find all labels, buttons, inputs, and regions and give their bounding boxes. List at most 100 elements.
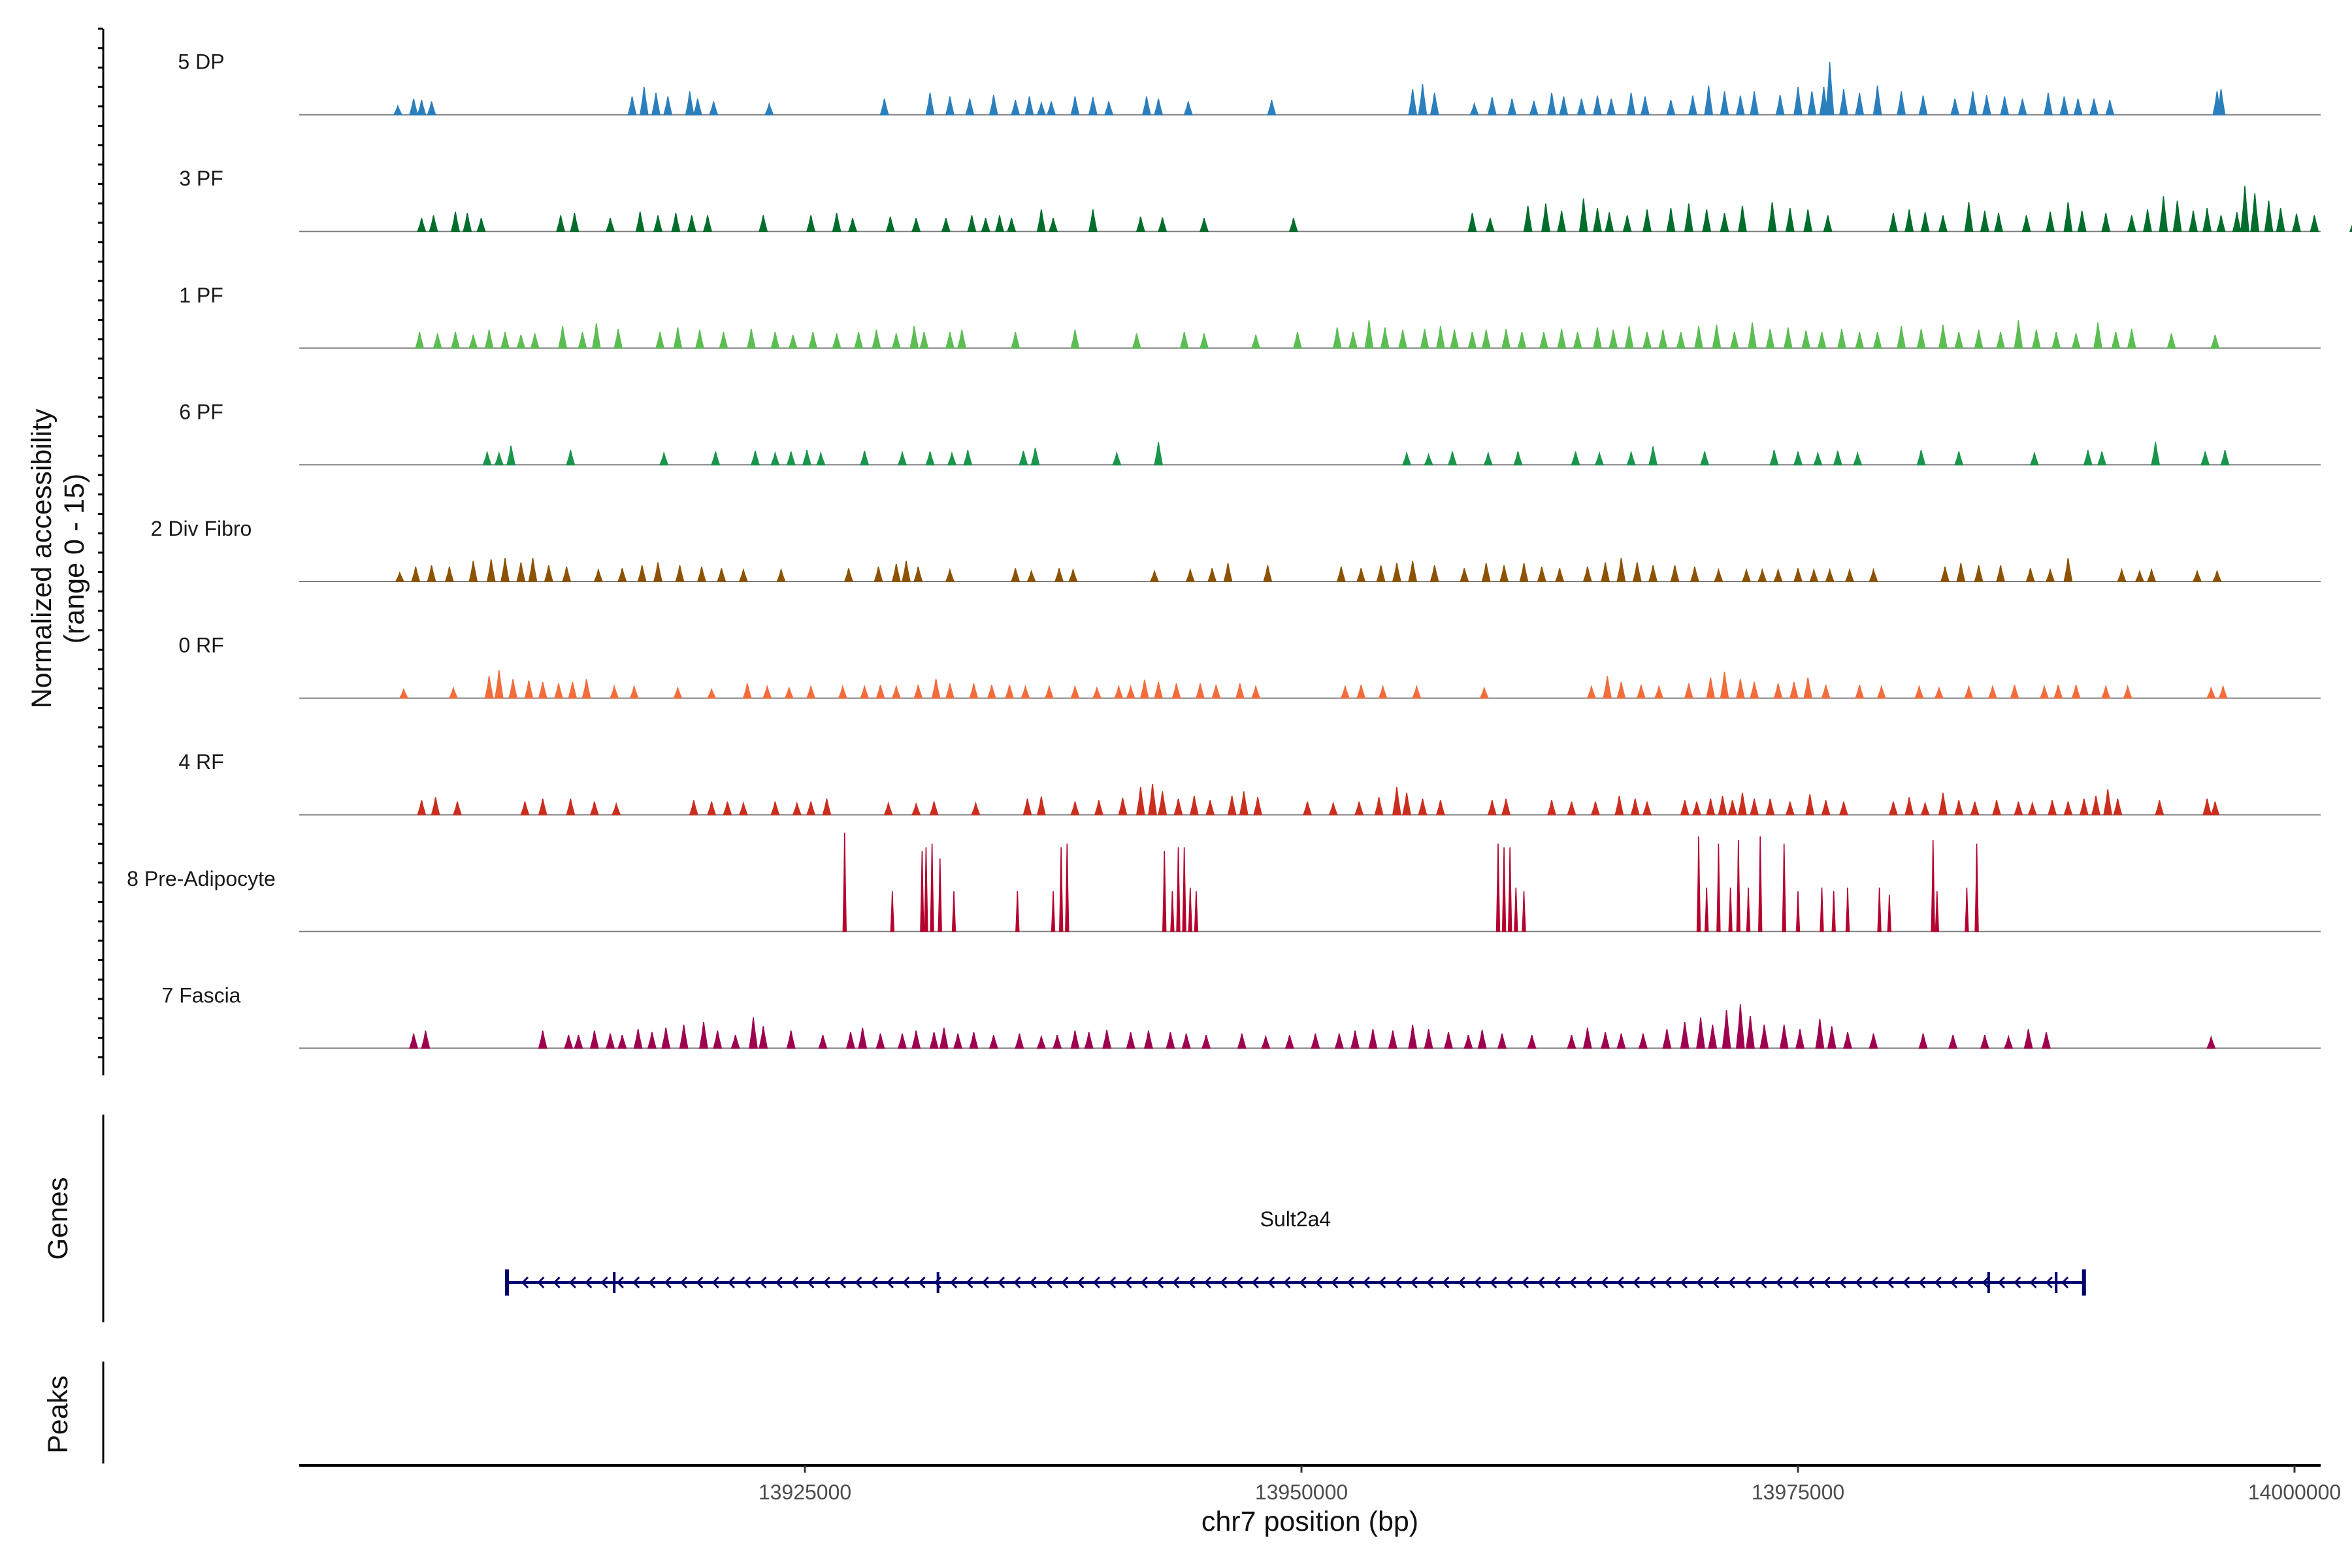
coverage-peak bbox=[1557, 329, 1567, 349]
coverage-peak bbox=[930, 843, 934, 932]
coverage-peak bbox=[1855, 92, 1865, 116]
coverage-peak bbox=[746, 329, 756, 349]
coverage-peak bbox=[2159, 196, 2168, 232]
y-axis-label-line1: Normalized accessibility bbox=[26, 408, 57, 708]
coverage-peak bbox=[553, 683, 564, 699]
strand-arrow bbox=[600, 1276, 608, 1289]
coverage-peak bbox=[635, 211, 645, 232]
coverage-peak bbox=[2071, 685, 2081, 699]
coverage-peak bbox=[770, 801, 780, 815]
coverage-peak bbox=[617, 1034, 627, 1049]
coverage-peak bbox=[675, 565, 685, 582]
coverage-peak bbox=[1632, 562, 1642, 582]
coverage-peak bbox=[802, 449, 812, 466]
coverage-peak bbox=[1735, 95, 1745, 116]
coverage-peak bbox=[1499, 565, 1509, 582]
track-8-pre-adipocyte: 8 Pre-Adipocyte bbox=[127, 832, 2321, 932]
coverage-peak bbox=[913, 685, 923, 699]
strand-arrow bbox=[1331, 1276, 1339, 1289]
coverage-peak bbox=[1036, 796, 1046, 815]
strand-arrow bbox=[679, 1276, 688, 1289]
coverage-peak bbox=[875, 1033, 885, 1049]
coverage-peak bbox=[1582, 1027, 1592, 1049]
coverage-peak bbox=[1654, 684, 1664, 699]
coverage-peak bbox=[1586, 684, 1596, 699]
coverage-peak bbox=[1132, 333, 1141, 349]
coverage-peak bbox=[1616, 558, 1626, 582]
coverage-peak bbox=[1648, 446, 1658, 466]
coverage-peak bbox=[1782, 843, 1786, 932]
coverage-peak bbox=[1284, 1034, 1294, 1049]
coverage-peak bbox=[1092, 686, 1102, 699]
coverage-peak bbox=[2127, 215, 2136, 232]
coverage-peak bbox=[1481, 563, 1491, 582]
strand-arrow bbox=[918, 1276, 926, 1289]
coverage-peak bbox=[730, 1034, 740, 1049]
coverage-peak bbox=[842, 832, 847, 932]
coverage-peak bbox=[1368, 1029, 1378, 1049]
coverage-peak bbox=[1527, 1034, 1537, 1049]
strand-arrow bbox=[1616, 1276, 1624, 1289]
coverage-peak bbox=[1750, 798, 1759, 815]
coverage-peak bbox=[786, 1030, 796, 1049]
coverage-peak bbox=[699, 1021, 708, 1049]
strand-arrow bbox=[1584, 1276, 1593, 1289]
coverage-peak bbox=[1154, 681, 1164, 699]
coverage-peak bbox=[1593, 208, 1602, 232]
strand-arrow bbox=[664, 1276, 672, 1289]
coverage-peak bbox=[1642, 332, 1652, 349]
coverage-peak bbox=[2240, 186, 2249, 232]
coverage-peak bbox=[486, 559, 496, 582]
coverage-peak bbox=[1507, 98, 1517, 116]
coverage-peak bbox=[2220, 449, 2230, 466]
strand-arrow bbox=[1490, 1276, 1497, 1289]
coverage-peak bbox=[1578, 198, 1588, 232]
coverage-peak bbox=[1529, 101, 1539, 116]
coverage-peak bbox=[1920, 801, 1930, 815]
coverage-peak bbox=[516, 335, 526, 349]
coverage-peak bbox=[421, 1030, 431, 1049]
coverage-peak bbox=[1809, 568, 1819, 582]
coverage-peak bbox=[1844, 568, 1855, 582]
strand-arrow bbox=[1982, 1276, 1989, 1289]
coverage-peak bbox=[1036, 101, 1046, 116]
coverage-peak bbox=[1965, 887, 1969, 932]
coverage-peak bbox=[1869, 1033, 1878, 1049]
coverage-peak bbox=[591, 323, 601, 349]
coverage-peak bbox=[671, 213, 681, 232]
coverage-peak bbox=[1519, 563, 1529, 582]
coverage-peak bbox=[1716, 843, 1721, 932]
coverage-peak bbox=[709, 101, 719, 116]
coverage-peak bbox=[417, 800, 427, 815]
x-tick-label: 13925000 bbox=[759, 1480, 851, 1504]
strand-arrow bbox=[759, 1276, 767, 1289]
coverage-peak bbox=[1736, 840, 1741, 932]
strand-arrow bbox=[1918, 1276, 1926, 1289]
coverage-peak bbox=[1539, 332, 1548, 349]
coverage-peak bbox=[1158, 217, 1168, 232]
coverage-peak bbox=[806, 684, 816, 699]
coverage-peak bbox=[2010, 685, 2019, 699]
coverage-peak bbox=[1182, 847, 1186, 932]
coverage-peak bbox=[1207, 568, 1217, 582]
coverage-peak bbox=[2206, 1035, 2216, 1049]
coverage-peak bbox=[1094, 800, 1103, 815]
coverage-peak bbox=[1189, 795, 1199, 815]
coverage-peak bbox=[969, 683, 979, 699]
coverage-peak bbox=[1741, 568, 1752, 582]
coverage-peak bbox=[1011, 100, 1021, 116]
coverage-peak bbox=[2031, 329, 2041, 349]
coverage-peak bbox=[1487, 800, 1497, 815]
coverage-peak bbox=[613, 329, 623, 349]
coverage-peak bbox=[1036, 209, 1046, 232]
coverage-peak bbox=[1311, 1033, 1320, 1049]
coverage-peak bbox=[1435, 326, 1445, 349]
gene-model: Sult2a4 bbox=[505, 1207, 2086, 1296]
coverage-peak bbox=[1980, 1034, 1989, 1049]
coverage-peak bbox=[713, 1030, 723, 1049]
strand-arrow bbox=[1696, 1276, 1704, 1289]
coverage-peak bbox=[988, 95, 998, 116]
coverage-peak bbox=[924, 847, 928, 932]
coverage-peak bbox=[1964, 202, 1974, 232]
strand-arrow bbox=[870, 1276, 878, 1289]
